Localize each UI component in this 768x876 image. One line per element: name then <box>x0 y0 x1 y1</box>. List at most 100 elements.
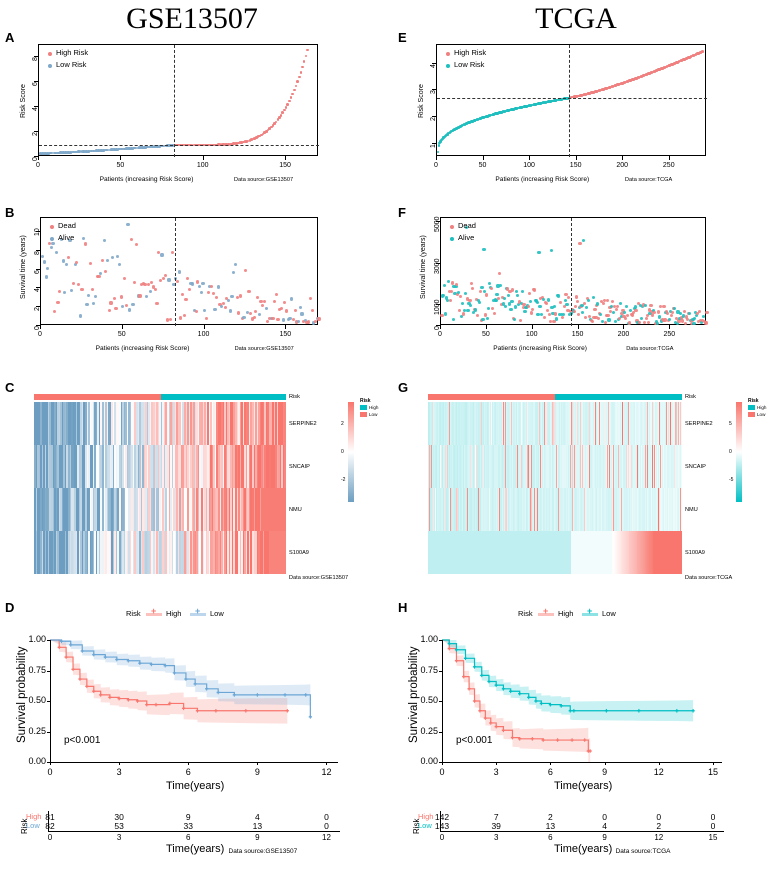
heatmap-cell <box>497 445 499 488</box>
heatmap-cell <box>494 402 497 445</box>
heatmap-cell <box>624 531 626 574</box>
heatmap-cell <box>593 445 595 488</box>
risk-table-cell: 13 <box>252 821 263 831</box>
heatmap-cell <box>505 488 507 531</box>
heatmap-cell <box>605 531 607 574</box>
heatmap-cell <box>452 488 455 531</box>
heatmap-cell <box>518 445 521 488</box>
heatmap-cell <box>49 445 52 488</box>
status-point-dead <box>249 312 253 316</box>
heatmap-cell <box>562 445 564 488</box>
heatmap-cell <box>187 402 189 445</box>
x-tick <box>202 156 204 160</box>
heatmap-cell <box>556 445 558 488</box>
heatmap-cell <box>668 488 670 531</box>
heatmap-cell <box>488 445 490 488</box>
heatmap-cell <box>207 488 210 531</box>
heatmap-cell <box>455 445 457 488</box>
heatmap-cell <box>80 531 83 574</box>
heatmap-cell <box>489 488 491 531</box>
heatmap-cell <box>255 445 257 488</box>
risk-table-time-label: 12 <box>322 833 331 842</box>
heatmap-cell <box>183 531 186 574</box>
x-tick-label: 200 <box>616 162 629 169</box>
heatmap-cell <box>544 402 546 445</box>
heatmap-cell <box>498 531 500 574</box>
status-point-dead <box>76 283 81 287</box>
x-tick <box>575 156 577 160</box>
legend-dot-dead <box>450 225 454 229</box>
heatmap-cell <box>638 445 640 488</box>
risk-table-x-title: Time(years) <box>166 843 225 855</box>
status-point-alive <box>636 321 640 325</box>
status-point-dead <box>704 321 708 325</box>
risk-table-cell: 82 <box>45 821 55 831</box>
heatmap-cell <box>143 445 146 488</box>
status-point-dead <box>295 320 299 324</box>
heatmap-cell <box>168 531 171 574</box>
status-point-alive <box>483 289 487 293</box>
heatmap-cell <box>505 445 507 488</box>
heatmap-cell <box>522 402 524 445</box>
heatmap-cell <box>621 531 623 574</box>
heatmap-cell <box>64 445 67 488</box>
heatmap-cell <box>119 531 121 574</box>
heatmap-cell <box>182 488 185 531</box>
risk-point-low <box>151 145 154 149</box>
heatmap-cell <box>458 531 460 574</box>
status-point-dead <box>475 313 479 318</box>
status-point-dead <box>184 297 188 301</box>
heatmap-cell <box>140 402 143 445</box>
heatmap-cell <box>662 445 664 488</box>
heatmap-cell <box>270 531 273 574</box>
heatmap-cell <box>268 531 271 574</box>
status-point-dead <box>567 295 571 299</box>
heatmap-cell <box>499 445 501 488</box>
status-point-alive <box>453 292 457 296</box>
heatmap-cell <box>475 531 477 574</box>
heatmap-cell <box>522 445 524 488</box>
gene-label: SERPINE2 <box>685 420 713 427</box>
status-point-alive <box>496 284 500 288</box>
heatmap-cell <box>262 445 265 488</box>
heatmap-cell <box>677 531 679 574</box>
y-tick-label: 6 <box>32 82 39 87</box>
heatmap-cell <box>43 531 46 574</box>
heatmap-cell <box>61 531 64 574</box>
heatmap-cell <box>542 445 544 488</box>
heatmap-cell <box>561 531 563 574</box>
heatmap-cell <box>224 445 227 488</box>
heatmap-cell <box>436 445 438 488</box>
heatmap-cell <box>132 402 135 445</box>
plot-frame-a <box>38 44 319 157</box>
heatmap-cell <box>494 531 497 574</box>
status-point-dead <box>284 309 289 313</box>
heatmap-cell <box>159 402 162 445</box>
heatmap-cell <box>601 488 604 531</box>
heatmap-cell <box>541 531 543 574</box>
heatmap-cell <box>650 488 653 531</box>
heatmap-cell <box>648 488 650 531</box>
heatmap-cell <box>60 531 63 574</box>
heatmap-cell <box>619 445 621 488</box>
heatmap-cell <box>491 445 493 488</box>
status-point-alive <box>501 302 506 306</box>
heatmap-cell <box>641 402 643 445</box>
status-point-dead <box>83 242 87 246</box>
heatmap-cell <box>672 488 674 531</box>
heatmap-cell <box>97 488 100 531</box>
source-note-b: Data source:GSE13507 <box>234 346 294 352</box>
status-point-dead <box>179 316 183 320</box>
heatmap-cell <box>231 445 234 488</box>
status-point-alive <box>515 293 520 297</box>
heatmap-cell <box>675 531 677 574</box>
heatmap-cell <box>505 531 507 574</box>
heatmap-cell <box>454 402 456 445</box>
heatmap-cell <box>265 402 268 445</box>
heatmap-cell <box>680 445 682 488</box>
status-point-dead <box>576 313 580 317</box>
status-point-dead <box>635 319 639 323</box>
heatmap-cell <box>509 488 512 531</box>
heatmap-cell <box>179 531 182 574</box>
heatmap-cell <box>204 488 206 531</box>
